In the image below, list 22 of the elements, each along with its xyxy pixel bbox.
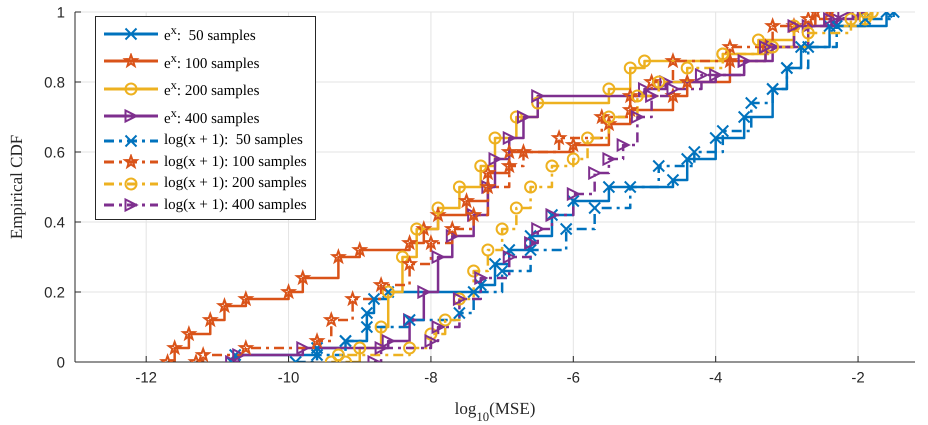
legend-label: e$^{x}$: 400 samples (164, 104, 260, 128)
x-tick-label: -10 (278, 370, 300, 387)
y-tick-label: 0.4 (44, 214, 65, 232)
legend-label: log(x + 1): 50 samples (164, 131, 303, 150)
x-tick-label: -8 (424, 370, 438, 387)
y-tick-label: 0.8 (44, 74, 65, 92)
y-tick-label: 0.2 (44, 284, 65, 302)
y-axis-title: Empirical CDF (7, 134, 26, 240)
x-tick-label: -12 (135, 370, 158, 387)
y-tick-label: 0 (56, 354, 65, 372)
y-tick-label: 0.6 (44, 144, 65, 162)
legend-label: log(x + 1): 200 samples (164, 174, 307, 193)
legend-label: e$^{x}$: 100 samples (164, 50, 260, 74)
y-tick-label: 1 (56, 4, 65, 22)
x-tick-label: -6 (566, 370, 580, 387)
x-axis-title: log$_{10}$(MSE) (454, 399, 536, 424)
legend-label: e$^{x}$: 200 samples (164, 77, 260, 101)
x-tick-label: -2 (851, 370, 865, 387)
legend-label: log(x + 1): 400 samples (164, 196, 307, 214)
legend-label: log(x + 1): 100 samples (164, 152, 307, 172)
x-tick-label: -4 (709, 370, 722, 387)
legend-label: e$^{x}$: 50 samples (164, 22, 256, 46)
